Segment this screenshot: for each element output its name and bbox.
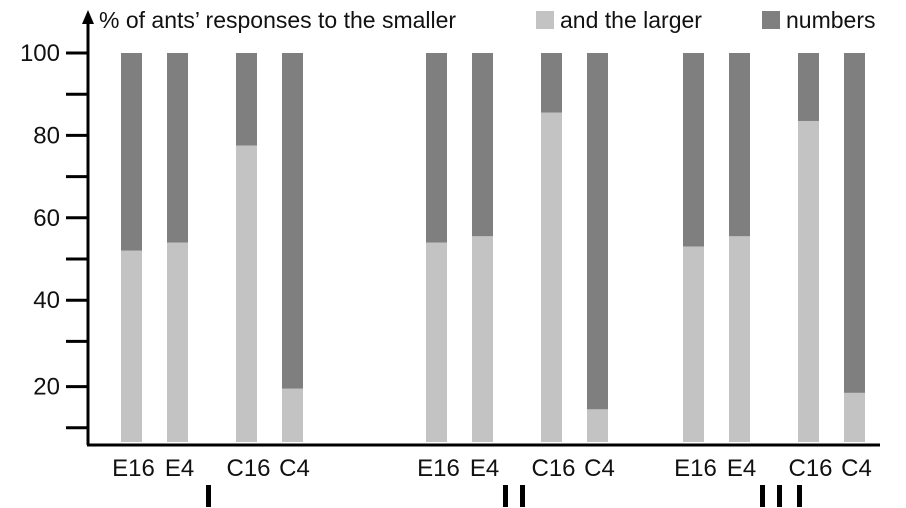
bar-segment-smaller-III-C16 [798, 121, 819, 442]
x-tick-label: C4 [279, 455, 310, 482]
group-labels [206, 485, 802, 507]
x-tick-label: E16 [674, 455, 717, 482]
x-tick-label: C16 [226, 455, 270, 482]
legend-label-numbers: numbers [786, 7, 875, 33]
bar-segment-larger-II-E16 [426, 53, 447, 243]
bar-segment-smaller-II-E16 [426, 243, 447, 442]
bar-segment-smaller-I-C16 [236, 146, 257, 442]
bars-layer [121, 53, 865, 442]
bar-segment-smaller-II-C16 [541, 113, 562, 442]
x-tick-label: E4 [165, 455, 194, 482]
bar-segment-larger-III-E16 [683, 53, 704, 247]
x-tick-label: C4 [841, 455, 872, 482]
group-label-II [503, 485, 525, 507]
legend-swatch-larger [536, 11, 554, 29]
group-label-stroke [503, 485, 508, 507]
x-tick-label: C16 [788, 455, 832, 482]
y-tick-label: 80 [33, 122, 60, 149]
bar-segment-smaller-II-E4 [472, 236, 493, 442]
y-tick-label: 40 [33, 287, 60, 314]
y-tick-label: 100 [20, 40, 60, 67]
x-tick-label: E4 [727, 455, 756, 482]
y-tick-label: 20 [33, 374, 60, 401]
group-label-stroke [206, 485, 211, 507]
x-tick-labels: E16 E4 C16 C4 E16 E4 C16 C4 E16 E4 C16 C4 [112, 455, 872, 482]
bar-segment-smaller-I-C4 [282, 389, 303, 442]
y-axis-arrow [82, 10, 94, 24]
bar-segment-smaller-II-C4 [587, 409, 608, 442]
group-label-stroke [520, 485, 525, 507]
y-tick-label: 60 [33, 205, 60, 232]
group-label-III [760, 485, 802, 507]
group-label-I [206, 485, 211, 507]
group-label-stroke [797, 485, 802, 507]
y-ticks: 100 80 60 40 20 [20, 40, 88, 428]
bar-segment-smaller-I-E16 [121, 251, 142, 442]
bar-segment-larger-II-C4 [587, 53, 608, 409]
legend-swatch-numbers [762, 11, 780, 29]
bar-segment-larger-I-E16 [121, 53, 142, 251]
bar-segment-larger-II-C16 [541, 53, 562, 113]
bar-segment-smaller-III-E16 [683, 247, 704, 442]
group-label-stroke [760, 485, 765, 507]
x-tick-label: C16 [531, 455, 575, 482]
group-label-stroke [777, 485, 782, 507]
x-tick-label: E4 [470, 455, 499, 482]
bar-segment-larger-I-E4 [167, 53, 188, 243]
chart-title: % of ants’ responses to the smaller [99, 7, 456, 33]
bar-segment-larger-I-C16 [236, 53, 257, 146]
bar-segment-smaller-III-E4 [729, 236, 750, 442]
bar-segment-larger-I-C4 [282, 53, 303, 389]
bar-segment-larger-III-E4 [729, 53, 750, 236]
x-tick-label: E16 [112, 455, 155, 482]
bar-segment-larger-III-C16 [798, 53, 819, 121]
bar-segment-larger-III-C4 [844, 53, 865, 393]
x-tick-label: E16 [417, 455, 460, 482]
x-tick-label: C4 [584, 455, 615, 482]
bar-segment-smaller-III-C4 [844, 393, 865, 442]
legend-label-larger: and the larger [560, 7, 702, 33]
bar-segment-larger-II-E4 [472, 53, 493, 236]
bar-segment-smaller-I-E4 [167, 243, 188, 442]
